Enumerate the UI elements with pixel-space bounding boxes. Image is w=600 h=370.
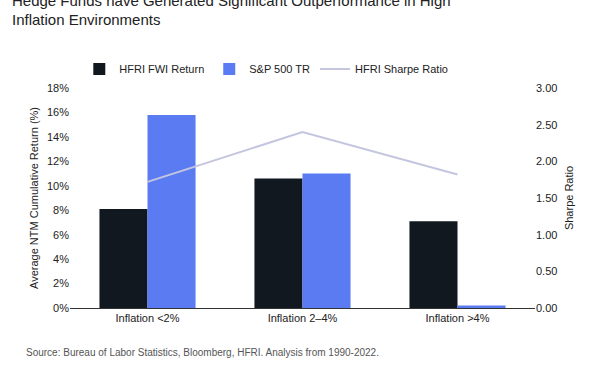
svg-text:Source: Bureau of Labor Statis: Source: Bureau of Labor Statistics, Bloo… xyxy=(26,347,379,358)
svg-text:3.00: 3.00 xyxy=(536,82,557,94)
svg-text:1.00: 1.00 xyxy=(536,229,557,241)
svg-text:HFRI FWI Return: HFRI FWI Return xyxy=(119,63,204,75)
svg-text:12%: 12% xyxy=(47,155,69,167)
svg-text:Sharpe Ratio: Sharpe Ratio xyxy=(563,166,575,230)
svg-text:4%: 4% xyxy=(53,253,69,265)
svg-text:10%: 10% xyxy=(47,180,69,192)
svg-text:2.00: 2.00 xyxy=(536,155,557,167)
svg-text:2%: 2% xyxy=(53,277,69,289)
svg-text:Inflation <2%: Inflation <2% xyxy=(116,312,180,324)
svg-text:1.50: 1.50 xyxy=(536,192,557,204)
svg-text:0.50: 0.50 xyxy=(536,265,557,277)
svg-text:HFRI Sharpe Ratio: HFRI Sharpe Ratio xyxy=(355,63,448,75)
svg-text:Inflation 2–4%: Inflation 2–4% xyxy=(268,312,338,324)
svg-text:8%: 8% xyxy=(53,204,69,216)
svg-text:Inflation >4%: Inflation >4% xyxy=(426,312,490,324)
svg-text:2.50: 2.50 xyxy=(536,119,557,131)
svg-text:Average NTM Cumulative Return: Average NTM Cumulative Return (%) xyxy=(28,107,40,289)
svg-text:6%: 6% xyxy=(53,229,69,241)
svg-text:0.00: 0.00 xyxy=(536,302,557,314)
svg-text:18%: 18% xyxy=(47,82,69,94)
svg-text:0%: 0% xyxy=(53,302,69,314)
svg-text:Hedge Funds have Generated Sig: Hedge Funds have Generated Significant O… xyxy=(12,0,451,28)
svg-text:S&P 500 TR: S&P 500 TR xyxy=(249,63,310,75)
svg-text:16%: 16% xyxy=(47,106,69,118)
svg-text:14%: 14% xyxy=(47,131,69,143)
